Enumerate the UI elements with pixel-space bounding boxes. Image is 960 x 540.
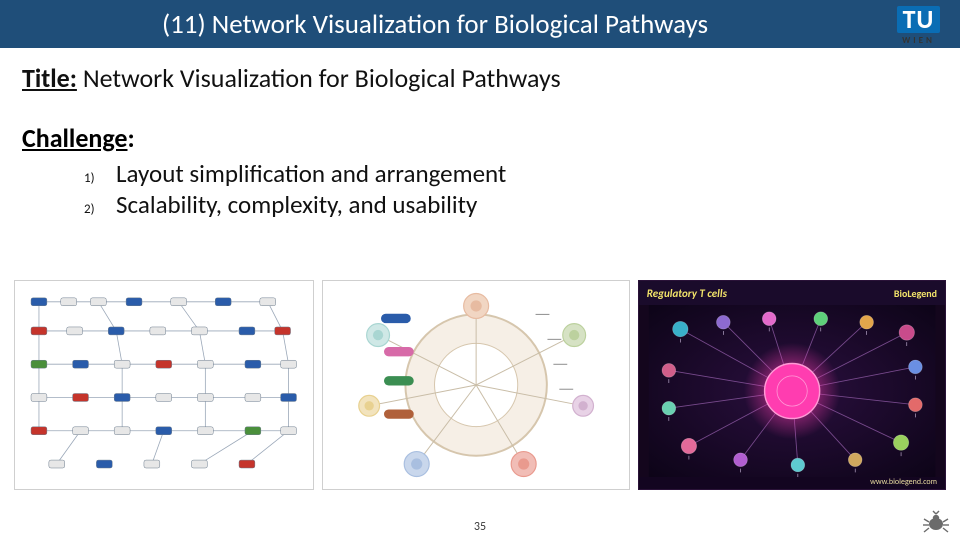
tu-wien-logo: TU WIEN — [891, 6, 946, 54]
title-line: Title: Network Visualization for Biologi… — [22, 62, 938, 94]
figure-3-header: Regulatory T cells BioLegend — [639, 281, 945, 305]
title-text: Network Visualization for Biological Pat… — [83, 62, 561, 94]
header-band: (11) Network Visualization for Biologica… — [0, 0, 960, 48]
challenge-heading: Challenge: — [22, 122, 938, 154]
challenge-colon: : — [128, 122, 135, 154]
figure-biolegend-poster: Regulatory T cells BioLegend www.biolege… — [638, 280, 946, 490]
challenge-item-text: Layout simplification and arrangement — [116, 158, 506, 189]
figure-3-footer: www.biolegend.com — [639, 477, 945, 489]
challenge-label: Challenge — [22, 122, 128, 154]
figure-3-svg — [639, 305, 945, 477]
figure-3-brand: BioLegend — [894, 287, 937, 300]
challenge-item: 1) Layout simplification and arrangement — [84, 158, 938, 189]
figures-row: Regulatory T cells BioLegend www.biolege… — [14, 280, 946, 490]
challenge-item: 2) Scalability, complexity, and usabilit… — [84, 189, 938, 220]
page-number: 35 — [0, 520, 960, 534]
logo-top-text: TU — [897, 6, 941, 33]
challenge-block: Challenge: 1) Layout simplification and … — [22, 122, 938, 220]
bug-icon — [922, 510, 950, 534]
figure-1-svg — [15, 281, 313, 489]
challenge-item-num: 1) — [84, 171, 100, 186]
challenge-item-num: 2) — [84, 202, 100, 217]
logo-bottom-text: WIEN — [902, 35, 935, 46]
challenge-item-text: Scalability, complexity, and usability — [116, 189, 477, 220]
figure-cell-cycle-infographic — [322, 280, 630, 490]
slide-header-title: (11) Network Visualization for Biologica… — [162, 8, 708, 41]
figure-pathway-network — [14, 280, 314, 490]
slide-header: (11) Network Visualization for Biologica… — [0, 0, 960, 48]
challenge-list: 1) Layout simplification and arrangement… — [22, 158, 938, 220]
slide-body: Title: Network Visualization for Biologi… — [0, 48, 960, 220]
figure-3-title: Regulatory T cells — [647, 287, 727, 300]
figure-2-svg — [323, 281, 629, 489]
title-label: Title: — [22, 62, 77, 94]
